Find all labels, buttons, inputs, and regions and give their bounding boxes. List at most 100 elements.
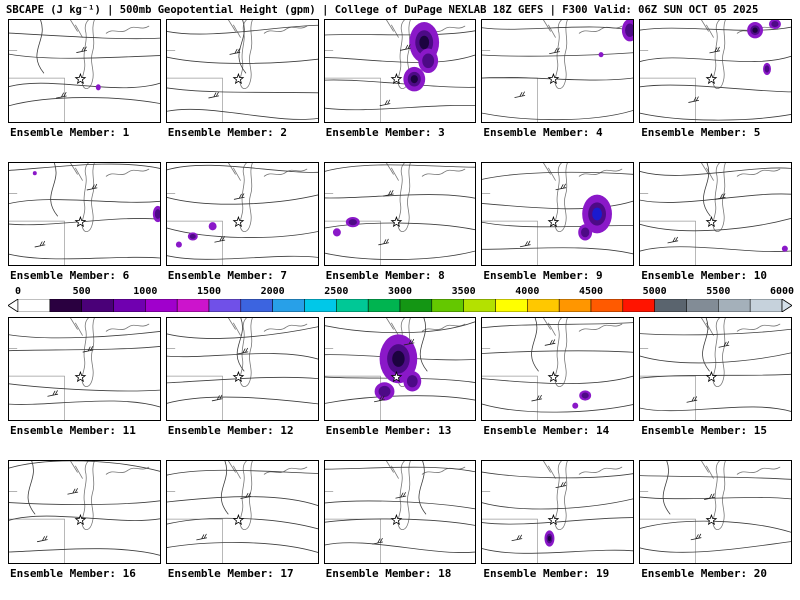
ensemble-panel-2: Ensemble Member: 2	[165, 19, 319, 140]
ensemble-member-label: Ensemble Member: 11	[10, 424, 136, 437]
ensemble-panel-4: Ensemble Member: 4	[481, 19, 635, 140]
forecast-map	[323, 317, 477, 421]
ensemble-panel-16: Ensemble Member: 16	[8, 460, 161, 581]
wind-barb-icon	[709, 46, 721, 54]
colorbar-tick: 3500	[451, 286, 476, 297]
ensemble-panel-17: Ensemble Member: 17	[165, 460, 319, 581]
colorbar-tick: 2000	[260, 286, 285, 297]
wind-barb-icon	[555, 481, 567, 489]
wind-barb-icon	[373, 395, 385, 403]
ensemble-row-2: Ensemble Member: 6 Ensemble Member: 7 Ense…	[0, 162, 800, 283]
ensemble-member-label: Ensemble Member: 15	[641, 424, 768, 437]
location-star-icon	[232, 513, 245, 526]
ensemble-member-label: Ensemble Member: 9	[483, 269, 603, 282]
ensemble-panel-14: Ensemble Member: 14	[481, 317, 635, 438]
wind-barb-icon	[688, 96, 700, 103]
colorbar-tick: 3000	[387, 286, 413, 297]
ensemble-member-label: Ensemble Member: 19	[483, 567, 610, 580]
wind-barb-icon	[395, 492, 406, 499]
forecast-map	[481, 162, 635, 266]
wind-barb-icon	[34, 240, 46, 248]
wind-barb-icon	[229, 48, 241, 55]
ensemble-panel-13: Ensemble Member: 13	[323, 317, 477, 438]
ensemble-row-3: Ensemble Member: 11 Ensemble Member: 12 En…	[0, 317, 800, 438]
ensemble-panel-3: Ensemble Member: 3	[323, 19, 477, 140]
location-star-icon	[390, 215, 402, 228]
forecast-map	[323, 19, 477, 123]
ensemble-member-label: Ensemble Member: 10	[641, 269, 768, 282]
ensemble-row-4: Ensemble Member: 16 Ensemble Member: 17 En…	[0, 460, 800, 581]
ensemble-member-label: Ensemble Member: 1	[10, 126, 130, 139]
colorbar-tick: 1500	[196, 286, 222, 297]
colorbar-tick: 2500	[324, 286, 349, 297]
ensemble-member-label: Ensemble Member: 17	[167, 567, 294, 580]
figure-title: SBCAPE (J kg⁻¹) | 500mb Geopotential Hei…	[6, 4, 759, 16]
wind-barb-icon	[718, 341, 730, 348]
wind-barb-icon	[240, 492, 251, 499]
location-star-icon	[74, 370, 87, 383]
wind-barb-icon	[82, 346, 94, 353]
ensemble-member-label: Ensemble Member: 4	[483, 126, 603, 139]
ensemble-member-label: Ensemble Member: 14	[483, 424, 610, 437]
colorbar-tick: 5500	[706, 286, 731, 297]
forecast-map	[165, 19, 319, 123]
ensemble-panel-7: Ensemble Member: 7	[165, 162, 319, 283]
wind-barb-icon	[379, 99, 390, 107]
wind-barb-icon	[399, 44, 411, 51]
forecast-map	[323, 460, 477, 564]
location-star-icon	[705, 513, 718, 526]
ensemble-member-label: Ensemble Member: 16	[10, 567, 136, 580]
location-star-icon	[390, 72, 402, 85]
location-star-icon	[74, 513, 87, 526]
wind-barb-icon	[514, 91, 526, 98]
forecast-map	[8, 317, 161, 421]
forecast-map	[165, 162, 319, 266]
wind-barb-icon	[233, 193, 245, 200]
ensemble-member-label: Ensemble Member: 6	[10, 269, 130, 282]
location-star-icon	[390, 513, 402, 526]
forecast-map	[639, 460, 792, 564]
ensemble-member-label: Ensemble Member: 8	[325, 269, 445, 282]
wind-barb-icon	[531, 394, 543, 402]
ensemble-row-1: Ensemble Member: 1 Ensemble Member: 2 Ense…	[0, 19, 800, 140]
location-star-icon	[74, 72, 87, 85]
colorbar-tick-labels: 0 500 1000 1500 2000 2500 3000 3500 4000 4500 5000…	[8, 286, 794, 299]
forecast-map	[8, 19, 161, 123]
wind-barb-icon	[549, 47, 561, 55]
forecast-map	[8, 162, 161, 266]
cape-colorbar: 0 500 1000 1500 2000 2500 3000 3500 4000 4500 5000…	[8, 286, 794, 315]
wind-barb-icon	[555, 183, 567, 191]
location-star-icon	[705, 215, 718, 228]
wind-barb-icon	[36, 535, 48, 543]
ensemble-panel-12: Ensemble Member: 12	[165, 317, 319, 438]
colorbar-tick: 4000	[515, 286, 540, 297]
wind-barb-icon	[545, 339, 556, 346]
ensemble-member-label: Ensemble Member: 3	[325, 126, 445, 139]
forecast-map	[165, 460, 319, 564]
colorbar-tick: 500	[72, 286, 91, 297]
forecast-map	[481, 460, 635, 564]
forecast-map	[639, 19, 792, 123]
wind-barb-icon	[403, 338, 414, 346]
ensemble-panel-20: Ensemble Member: 20	[639, 460, 792, 581]
colorbar-tick: 1000	[133, 286, 158, 297]
wind-barb-icon	[237, 347, 249, 355]
colorbar-tick: 5000	[642, 286, 667, 297]
ensemble-member-label: Ensemble Member: 2	[167, 126, 288, 139]
location-star-icon	[705, 370, 718, 383]
ensemble-member-label: Ensemble Member: 20	[641, 567, 768, 580]
colorbar-scale	[8, 299, 792, 312]
forecast-map	[8, 460, 161, 564]
colorbar-tick: 4500	[578, 286, 604, 297]
wind-barb-icon	[715, 193, 726, 200]
ensemble-panel-1: Ensemble Member: 1	[8, 19, 161, 140]
location-star-icon	[74, 215, 87, 228]
wind-barb-icon	[47, 390, 59, 397]
ensemble-panel-10: Ensemble Member: 10	[639, 162, 792, 283]
wind-barb-icon	[371, 538, 383, 545]
wind-barb-icon	[214, 236, 225, 243]
forecast-map	[165, 317, 319, 421]
wind-barb-icon	[86, 183, 98, 191]
wind-barb-icon	[377, 238, 389, 246]
ensemble-panel-19: Ensemble Member: 19	[481, 460, 635, 581]
